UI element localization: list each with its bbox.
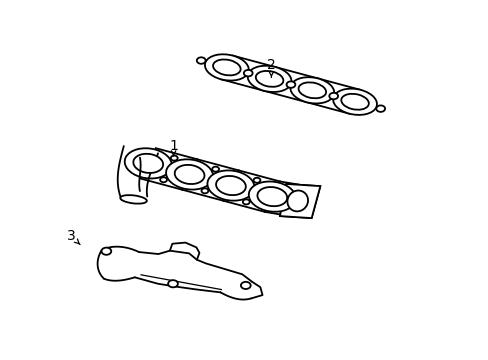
Text: 2: 2 bbox=[266, 58, 275, 77]
Ellipse shape bbox=[298, 82, 325, 98]
Ellipse shape bbox=[287, 190, 307, 211]
Ellipse shape bbox=[255, 71, 283, 87]
Ellipse shape bbox=[213, 59, 240, 75]
Circle shape bbox=[376, 105, 385, 112]
Circle shape bbox=[201, 188, 208, 193]
Circle shape bbox=[244, 70, 252, 76]
Circle shape bbox=[328, 93, 337, 99]
Circle shape bbox=[170, 156, 177, 161]
Ellipse shape bbox=[257, 187, 286, 206]
Ellipse shape bbox=[341, 94, 368, 110]
Circle shape bbox=[168, 280, 178, 287]
Polygon shape bbox=[280, 184, 320, 218]
Text: 3: 3 bbox=[66, 229, 80, 244]
Text: 1: 1 bbox=[169, 139, 178, 156]
Circle shape bbox=[212, 167, 219, 172]
Circle shape bbox=[286, 81, 295, 88]
Ellipse shape bbox=[204, 54, 248, 81]
Ellipse shape bbox=[207, 170, 254, 201]
Circle shape bbox=[241, 282, 250, 289]
Ellipse shape bbox=[248, 181, 295, 212]
Ellipse shape bbox=[216, 176, 245, 195]
Ellipse shape bbox=[290, 77, 334, 103]
Circle shape bbox=[253, 178, 260, 183]
Ellipse shape bbox=[247, 66, 291, 92]
Ellipse shape bbox=[166, 159, 213, 190]
Circle shape bbox=[243, 199, 249, 204]
Circle shape bbox=[160, 177, 166, 182]
Ellipse shape bbox=[133, 154, 163, 173]
Ellipse shape bbox=[174, 165, 204, 184]
Ellipse shape bbox=[332, 89, 376, 115]
Circle shape bbox=[196, 57, 205, 64]
Ellipse shape bbox=[120, 195, 146, 204]
Ellipse shape bbox=[124, 148, 171, 179]
Circle shape bbox=[102, 248, 111, 255]
